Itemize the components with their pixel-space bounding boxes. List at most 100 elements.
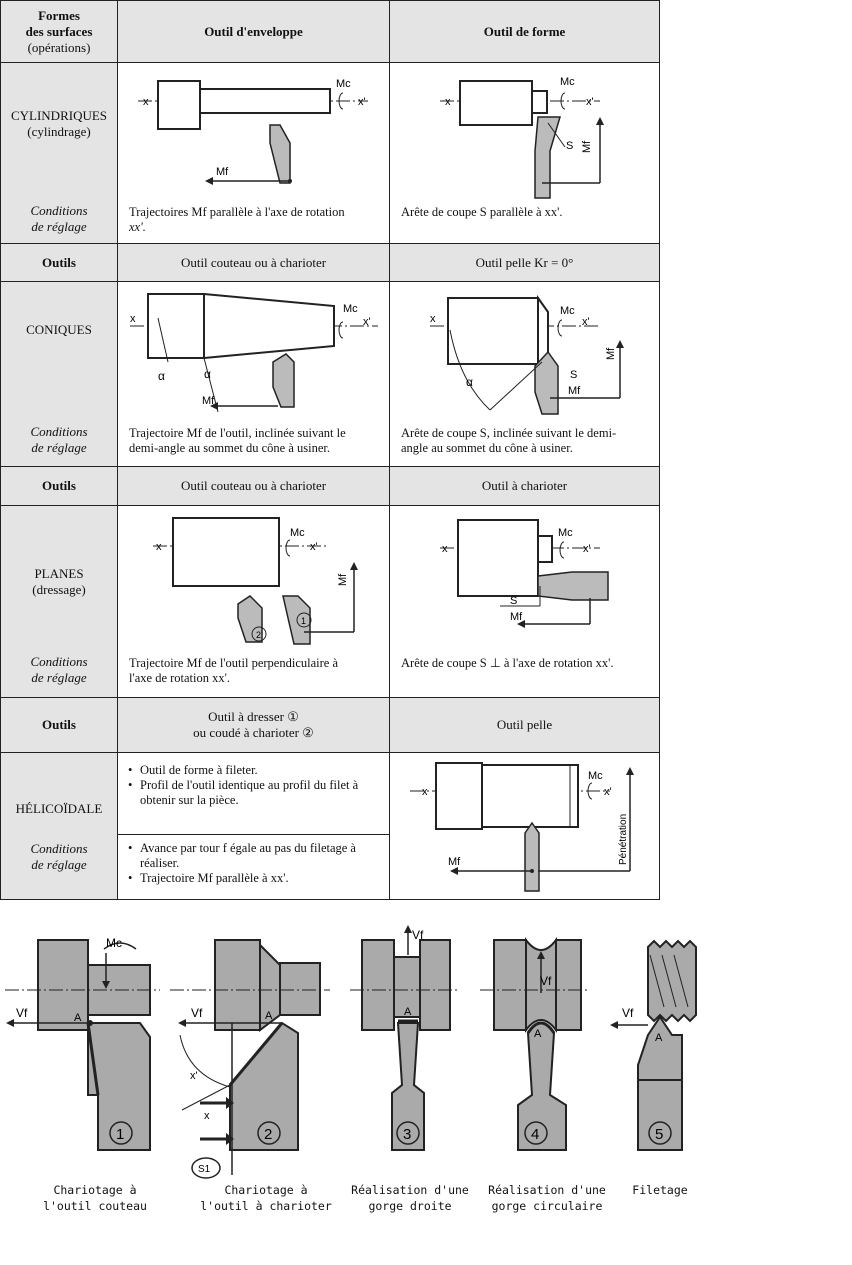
con-outils-label: Outils: [0, 466, 118, 506]
plan-env-diagram: x x' Mc Mf 2 1: [153, 517, 358, 645]
header-col3: Outil de forme: [389, 0, 660, 63]
heli-bullet-top-2: Profil de l'outil identique au profil du…: [126, 778, 381, 808]
plan-outils-label: Outils: [0, 697, 118, 753]
heli-pen: Pénétration: [618, 814, 629, 865]
heli-cond-1: Conditions: [30, 841, 88, 856]
plan-forme-s: S: [510, 595, 517, 607]
caption-2-l1: Chariotage à: [224, 1183, 308, 1197]
illus3-a: A: [404, 1006, 412, 1018]
con-env-diagram: x x' Mc Mf α α: [130, 292, 378, 413]
heli-mf: Mf: [448, 856, 461, 868]
plan-env-cell: x x' Mc Mf 2 1 Trajectoire Mf de l'outil…: [117, 505, 390, 698]
cyl-cond-2: de réglage: [31, 219, 87, 234]
caption-5-l1: Filetage: [632, 1183, 688, 1197]
cyl-cond-1: Conditions: [30, 203, 88, 218]
heli-cond-2: de réglage: [31, 857, 87, 872]
cyl-env-text-2: xx'.: [129, 220, 146, 234]
con-env-xp: x': [363, 316, 371, 328]
con-forme-text-1: Arête de coupe S, inclinée suivant le de…: [401, 426, 617, 440]
con-env-mf: Mf: [202, 395, 215, 407]
con-forme-text-2: angle au sommet du cône à usiner.: [401, 441, 573, 455]
operations-table: Formes des surfaces (opérations) Outil d…: [0, 0, 660, 900]
heli-bullet-top-1: Outil de forme à fileter.: [126, 763, 381, 778]
con-env-alpha: α: [204, 367, 211, 381]
con-outil-forme: Outil à charioter: [389, 466, 660, 506]
caption-4-l2: gorge circulaire: [491, 1199, 603, 1213]
illus1-vf: Vf: [16, 1006, 28, 1020]
caption-1: Chariotage à l'outil couteau: [25, 1182, 165, 1214]
header-col1: Formes des surfaces (opérations): [0, 0, 118, 63]
cyl-env-text-1: Trajectoires Mf parallèle à l'axe de rot…: [129, 205, 345, 219]
cyl-env-cell: x x' Mc Mf Trajectoires Mf parallèle à l…: [117, 62, 390, 244]
plan-outil-forme: Outil pelle: [389, 697, 660, 753]
heli-label-cell: HÉLICOÏDALE Conditions de réglage: [0, 752, 118, 900]
plan-env-text-2: l'axe de rotation xx'.: [129, 671, 231, 685]
heli-bullet-bot-1: Avance par tour f égale au pas du fileta…: [126, 841, 381, 871]
con-outil-env: Outil couteau ou à charioter: [117, 466, 390, 506]
plan-env-one: 1: [301, 616, 306, 626]
caption-1-l2: l'outil couteau: [43, 1199, 147, 1213]
plan-outil-env-1: Outil à dresser ①: [208, 709, 299, 724]
cyl-sub: (cylindrage): [27, 124, 91, 139]
heli-top-cell: Outil de forme à fileter. Profil de l'ou…: [117, 752, 390, 835]
caption-3-l1: Réalisation d'une: [351, 1183, 469, 1197]
heli-diagram-cell: x x' Mc Mf Pénétration: [389, 752, 660, 900]
cyl-forme-diagram: x x' Mc S Mf: [440, 76, 604, 199]
con-forme-x: x: [430, 313, 436, 325]
heli-bullet-bot-2: Trajectoire Mf parallèle à xx'.: [126, 871, 381, 886]
plan-outil-env-2: ou coudé à charioter ②: [193, 725, 314, 740]
illus-2: 2 Vf A x' x S1: [170, 939, 330, 1179]
cyl-outil-env: Outil couteau ou à charioter: [117, 243, 390, 282]
illus4-a: A: [534, 1028, 542, 1040]
heli-x: x: [422, 786, 428, 798]
heli-bullets-bot: Avance par tour f égale au pas du fileta…: [126, 841, 381, 886]
illus3-vf: Vf: [412, 928, 424, 942]
bottom-illustrations: 1 Mc Vf A 2 Vf A x' x S1: [5, 925, 697, 1179]
illus1-mc: Mc: [106, 936, 122, 950]
cyl-forme-mf: Mf: [581, 140, 593, 153]
illus2-a: A: [265, 1010, 273, 1022]
num-1: 1: [116, 1126, 124, 1143]
illus5-vf: Vf: [622, 1006, 634, 1020]
con-env-text-2: demi-angle au sommet du cône à usiner.: [129, 441, 330, 455]
plan-forme-xp: x': [583, 543, 591, 555]
illus-3: 3 Vf A: [350, 925, 460, 1151]
con-env-text-1: Trajectoire Mf de l'outil, inclinée suiv…: [129, 426, 346, 440]
header-col1-line1: Formes: [38, 7, 80, 23]
heli-title: HÉLICOÏDALE: [15, 801, 103, 816]
cyl-env-mf: Mf: [216, 166, 229, 178]
cyl-outils-label: Outils: [0, 243, 118, 282]
con-forme-diagram: x x' Mc S Mf Mf α: [430, 294, 624, 415]
illus4-vf: Vf: [540, 974, 552, 988]
cyl-forme-xp: x': [586, 96, 594, 108]
con-forme-alpha: α: [466, 375, 473, 389]
caption-5: Filetage: [590, 1182, 730, 1198]
plan-sub: (dressage): [32, 582, 86, 597]
illus1-a: A: [74, 1012, 82, 1024]
illus2-x: x: [204, 1110, 210, 1122]
plan-env-text: Trajectoire Mf de l'outil perpendiculair…: [129, 656, 338, 686]
caption-4: Réalisation d'une gorge circulaire: [477, 1182, 617, 1214]
plan-label-cell: PLANES (dressage) Conditions de réglage: [0, 505, 118, 698]
illus-5: 5 Vf A: [610, 939, 697, 1151]
header-col2: Outil d'enveloppe: [117, 0, 390, 63]
con-title: CONIQUES: [26, 322, 92, 337]
plan-forme-mc: Mc: [558, 527, 573, 539]
con-forme-mc: Mc: [560, 305, 575, 317]
cyl-forme-mc: Mc: [560, 76, 575, 88]
caption-4-l1: Réalisation d'une: [488, 1183, 606, 1197]
illus-4: 4 Vf A: [480, 937, 590, 1151]
cyl-forme-text: Arête de coupe S parallèle à xx'.: [401, 205, 563, 219]
cyl-env-text: Trajectoires Mf parallèle à l'axe de rot…: [129, 205, 345, 235]
con-cond-2: de réglage: [31, 440, 87, 455]
num-2: 2: [264, 1126, 272, 1143]
plan-env-text-1: Trajectoire Mf de l'outil perpendiculair…: [129, 656, 339, 670]
caption-3: Réalisation d'une gorge droite: [340, 1182, 480, 1214]
caption-3-l2: gorge droite: [368, 1199, 452, 1213]
heli-bot-cell: Avance par tour f égale au pas du fileta…: [117, 834, 390, 900]
heli-bullets-top: Outil de forme à fileter. Profil de l'ou…: [126, 763, 381, 808]
con-env-mc: Mc: [343, 303, 358, 315]
con-env-text: Trajectoire Mf de l'outil, inclinée suiv…: [129, 426, 346, 456]
con-env-alpha2: α: [158, 369, 165, 383]
header-col1-line3: (opérations): [27, 39, 91, 55]
